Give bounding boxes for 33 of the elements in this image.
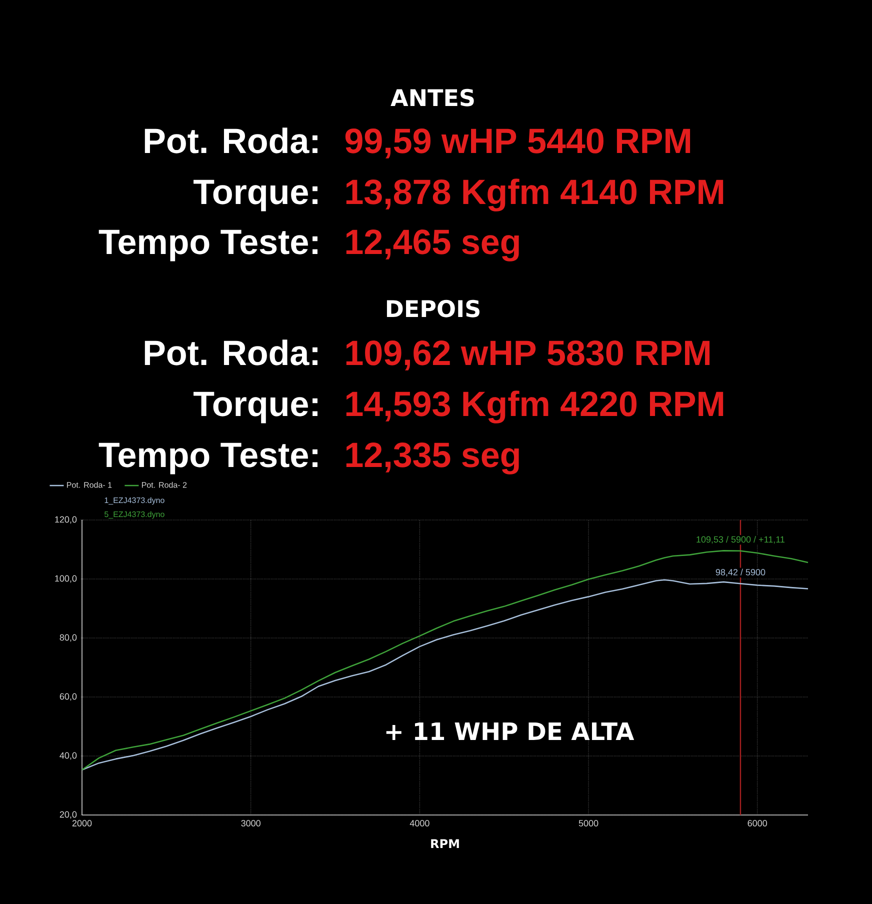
text: Torque: <box>194 180 318 212</box>
text: Pot. Roda: <box>144 340 318 366</box>
annotation: + 11 WHP DE ALTA <box>386 722 634 740</box>
text: 5_EZJ4373.dyno <box>104 511 164 519</box>
text: 12,335 seg <box>346 442 519 474</box>
annotation: 109,53 / 5900 / +11,11 <box>696 536 785 544</box>
text: 13,878 Kgfm 4140 RPM <box>346 178 724 212</box>
x-tick-label: 3000 <box>241 820 260 826</box>
text: 99,59 wHP 5440 RPM <box>345 128 690 158</box>
x-tick-label: 6000 <box>748 820 768 826</box>
y-tick-label: 100,0 <box>55 575 77 583</box>
text: Torque: <box>194 392 318 424</box>
y-tick-label: 120,0 <box>55 516 77 524</box>
legend-label: Pot. Roda- 2 <box>142 482 187 488</box>
y-tick-label: 80,0 <box>60 634 77 642</box>
x-tick-label: 4000 <box>410 820 430 826</box>
annotation: 98,42 / 5900 <box>716 568 766 576</box>
y-tick-label: 20,0 <box>60 811 77 819</box>
text: Pot. Roda: <box>144 128 318 154</box>
text: Tempo Teste: <box>98 442 318 474</box>
legend-label: Pot. Roda- 1 <box>67 482 112 488</box>
text: 1_EZJ4373.dyno <box>104 497 164 505</box>
text: DEPOIS <box>386 300 480 318</box>
text: 14,593 Kgfm 4220 RPM <box>346 390 724 424</box>
y-tick-label: 60,0 <box>60 693 77 701</box>
text: Tempo Teste: <box>98 230 318 262</box>
x-tick-label: 2000 <box>72 820 92 826</box>
y-tick-label: 40,0 <box>60 752 77 760</box>
text: 12,465 seg <box>346 230 519 262</box>
x-tick-label: 5000 <box>578 820 598 826</box>
x-axis-title: RPM <box>431 839 459 848</box>
text: ANTES <box>390 88 474 106</box>
text: 109,62 wHP 5830 RPM <box>346 340 710 370</box>
